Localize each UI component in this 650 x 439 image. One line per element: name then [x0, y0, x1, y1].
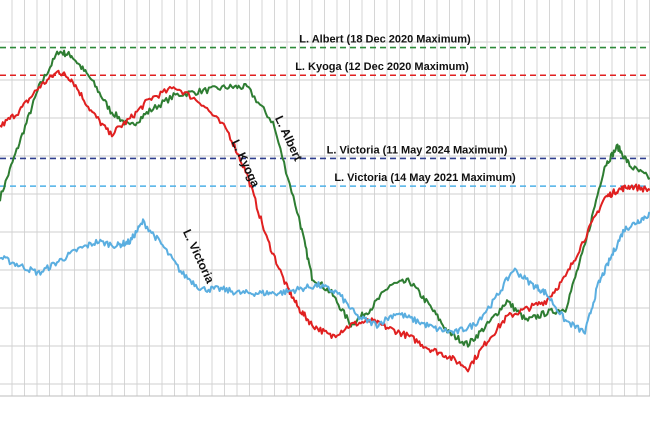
text-labels: L. Albert (18 Dec 2020 Maximum) L. Kyoga … — [180, 34, 516, 286]
reference-line-label: L. Victoria (11 May 2024 Maximum) — [327, 144, 508, 156]
grid — [0, 0, 650, 397]
reference-line-label: L. Kyoga (12 Dec 2020 Maximum) — [295, 61, 469, 73]
series-line — [0, 49, 650, 348]
reference-line-label: L. Albert (18 Dec 2020 Maximum) — [299, 34, 471, 46]
reference-lines — [0, 46, 650, 187]
reference-line-label: L. Victoria (14 May 2021 Maximum) — [334, 172, 516, 184]
series-inline-label: L. Kyoga — [229, 137, 263, 189]
series-line — [0, 211, 650, 335]
series-line — [0, 69, 650, 373]
series-lines — [0, 49, 650, 373]
